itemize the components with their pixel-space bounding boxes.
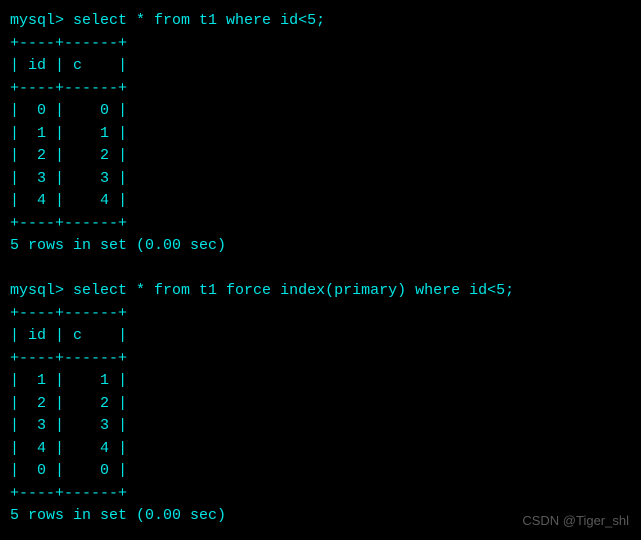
cell: 1 (37, 372, 46, 389)
cell: 3 (37, 170, 46, 187)
col-id: id (28, 57, 46, 74)
table2-row: | 1 | 1 | (10, 370, 631, 393)
cell: 3 (100, 417, 109, 434)
table1-row: | 1 | 1 | (10, 123, 631, 146)
table1-row: | 4 | 4 | (10, 190, 631, 213)
table1-header: | id | c | (10, 55, 631, 78)
table1-row: | 3 | 3 | (10, 168, 631, 191)
table1-mid-border: +----+------+ (10, 78, 631, 101)
table1-row: | 0 | 0 | (10, 100, 631, 123)
cell: 0 (100, 102, 109, 119)
table1-row: | 2 | 2 | (10, 145, 631, 168)
prompt-line-1: mysql> select * from t1 where id<5; (10, 10, 631, 33)
col-c: c (73, 327, 82, 344)
mysql-prompt: mysql> (10, 282, 64, 299)
cell: 1 (100, 372, 109, 389)
sql-query-2: select * from t1 force index(primary) wh… (73, 282, 514, 299)
table2-row: | 4 | 4 | (10, 438, 631, 461)
table1-bottom-border: +----+------+ (10, 213, 631, 236)
result-footer-1: 5 rows in set (0.00 sec) (10, 235, 631, 258)
cell: 2 (100, 147, 109, 164)
cell: 2 (37, 395, 46, 412)
cell: 4 (100, 192, 109, 209)
table2-row: | 2 | 2 | (10, 393, 631, 416)
cell: 4 (100, 440, 109, 457)
cell: 3 (100, 170, 109, 187)
cell: 2 (100, 395, 109, 412)
cell: 4 (37, 440, 46, 457)
table2-row: | 0 | 0 | (10, 460, 631, 483)
cell: 2 (37, 147, 46, 164)
watermark-text: CSDN @Tiger_shl (522, 511, 629, 531)
cell: 0 (37, 462, 46, 479)
cell: 3 (37, 417, 46, 434)
table2-row: | 3 | 3 | (10, 415, 631, 438)
col-id: id (28, 327, 46, 344)
table2-mid-border: +----+------+ (10, 348, 631, 371)
cell: 1 (100, 125, 109, 142)
table2-bottom-border: +----+------+ (10, 483, 631, 506)
blank-line (10, 258, 631, 281)
cell: 1 (37, 125, 46, 142)
cell: 0 (100, 462, 109, 479)
prompt-line-2: mysql> select * from t1 force index(prim… (10, 280, 631, 303)
mysql-prompt: mysql> (10, 12, 64, 29)
col-c: c (73, 57, 82, 74)
table2-top-border: +----+------+ (10, 303, 631, 326)
table1-top-border: +----+------+ (10, 33, 631, 56)
cell: 4 (37, 192, 46, 209)
table2-header: | id | c | (10, 325, 631, 348)
sql-query-1: select * from t1 where id<5; (73, 12, 325, 29)
cell: 0 (37, 102, 46, 119)
